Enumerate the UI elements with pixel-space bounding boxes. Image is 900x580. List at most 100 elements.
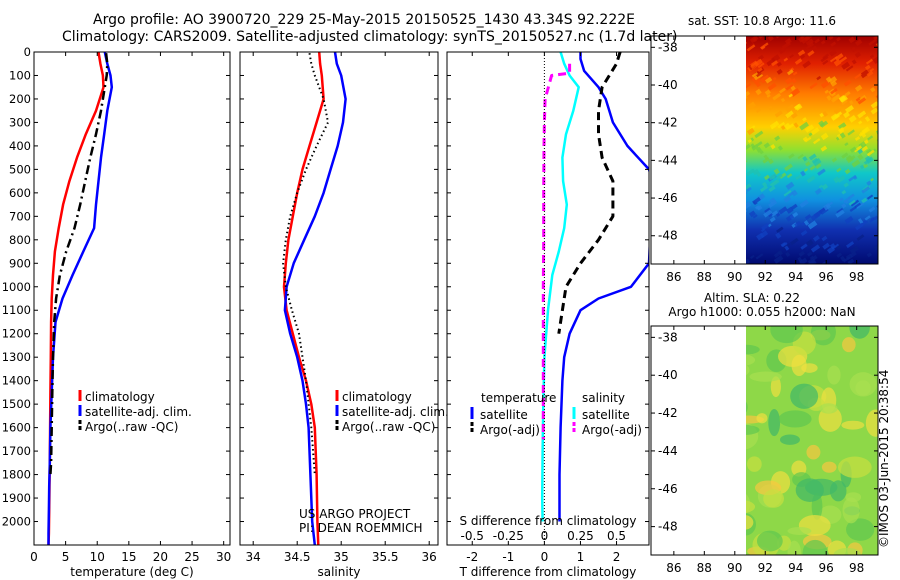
differences-xtick-top-label: 0.25 <box>567 529 594 543</box>
sst-field-patch <box>785 181 795 190</box>
temperature-ytick-label: 400 <box>9 139 31 153</box>
sst-field-patch <box>807 50 815 57</box>
sst-field-patch <box>808 153 817 161</box>
sst-field-patch <box>748 210 756 218</box>
sst-field-patch <box>836 167 842 173</box>
annotation-project: US ARGO PROJECT <box>299 507 411 521</box>
sla-map-ytick-label: -42 <box>658 406 678 420</box>
sst-field-patch <box>785 251 791 258</box>
sst-field-patch <box>843 79 852 87</box>
sla-field-patch <box>746 354 756 366</box>
legend-temperature-heading: temperature <box>481 391 556 405</box>
sst-field-patch <box>844 91 851 97</box>
temperature-xtick-label: 30 <box>216 550 231 564</box>
sst-field-patch <box>854 136 861 141</box>
sst-field-patch <box>861 197 868 204</box>
sst-field-patch <box>803 36 813 42</box>
sst-field-patch <box>736 115 742 120</box>
sst-field-patch <box>735 103 744 112</box>
sla-map-xtick-label: 90 <box>727 561 742 575</box>
sst-field-patch <box>766 94 771 98</box>
sst-field-patch <box>802 117 807 122</box>
sst-field-patch <box>811 255 818 261</box>
sst-map-xtick-label: 90 <box>727 270 742 284</box>
sst-field-patch <box>790 112 798 119</box>
sst-field-patch <box>737 62 744 69</box>
temperature-ytick-label: 1400 <box>2 374 31 388</box>
sla-field-patch <box>746 364 750 376</box>
sst-field-patch <box>843 111 850 119</box>
sst-field-patch <box>821 261 827 264</box>
sst-field-patch <box>770 143 776 150</box>
sst-field-patch <box>800 36 806 40</box>
sst-map-xtick-label: 98 <box>849 270 864 284</box>
salinity-xtick-label: 36 <box>422 550 437 564</box>
sst-field-patch <box>773 252 780 258</box>
sst-field-patch <box>846 241 855 249</box>
sst-field-patch <box>807 259 817 264</box>
sst-field-patch <box>839 56 848 63</box>
sla-field-patch <box>746 344 760 355</box>
sst-field-patch <box>841 99 848 106</box>
sla-field-patch <box>833 547 861 555</box>
sst-field-patch <box>800 243 808 250</box>
sst-field-patch <box>746 40 747 47</box>
sst-field-patch <box>836 133 843 140</box>
sst-field-patch <box>849 251 857 258</box>
differences-xtick-label: 1 <box>577 550 585 564</box>
sst-field-patch <box>845 65 854 72</box>
temperature-xlabel: temperature (deg C) <box>70 565 193 579</box>
sst-field-patch <box>789 54 795 59</box>
sst-field-patch <box>820 145 828 152</box>
sst-field-patch <box>760 228 766 233</box>
temperature-ytick-label: 800 <box>9 233 31 247</box>
sla-field-patch <box>787 540 801 555</box>
sst-field-patch <box>794 221 802 228</box>
sst-field-patch <box>774 135 781 142</box>
sst-field-patch <box>760 74 771 84</box>
sst-field-patch <box>773 255 784 264</box>
sst-field-patch <box>834 53 844 61</box>
sst-field-patch <box>848 115 857 123</box>
sst-field-patch <box>783 189 792 197</box>
sla-map-field <box>746 326 878 555</box>
sst-field-patch <box>810 212 821 221</box>
temperature-xtick-label: 5 <box>62 550 70 564</box>
sst-field-patch <box>870 87 876 93</box>
sst-field-patch <box>841 203 847 209</box>
sst-field-patch <box>776 68 783 75</box>
sst-field-patch <box>818 184 823 189</box>
sst-field-patch <box>836 207 844 214</box>
sst-field-patch <box>843 197 851 204</box>
sst-field-patch <box>764 89 771 96</box>
temperature-ytick-label: 1000 <box>2 280 31 294</box>
temperature-ytick-label: 200 <box>9 92 31 106</box>
sst-field-patch <box>851 59 857 65</box>
sst-field-patch <box>817 168 826 176</box>
sst-field-patch <box>868 38 877 46</box>
sst-field-patch <box>769 197 777 205</box>
sst-field-patch <box>841 61 851 70</box>
sst-field-patch <box>777 121 786 129</box>
sst-field-patch <box>761 181 768 188</box>
sst-field-patch <box>854 72 862 80</box>
sla-field-patch <box>795 478 824 502</box>
salinity-series-satellite-adj-clim- <box>283 52 347 545</box>
sst-field-patch <box>772 93 782 101</box>
sst-field-patch <box>830 41 837 47</box>
sst-field-patch <box>799 257 808 264</box>
sst-field-patch <box>771 54 781 63</box>
sst-field-patch <box>808 132 813 137</box>
sst-field-patch <box>790 88 801 97</box>
sst-field-patch <box>790 85 796 91</box>
sst-field-patch <box>804 136 812 143</box>
temperature-legend-label: Argo(..raw -QC) <box>85 420 178 434</box>
sst-field-patch <box>783 57 789 62</box>
sla-field-patch <box>821 461 837 473</box>
sst-field-patch <box>765 76 773 84</box>
differences-axes-frame <box>446 51 650 546</box>
temperature-series-argo-raw-qc- <box>49 53 109 475</box>
sst-field-patch <box>749 36 759 44</box>
sst-field-patch <box>769 179 778 187</box>
